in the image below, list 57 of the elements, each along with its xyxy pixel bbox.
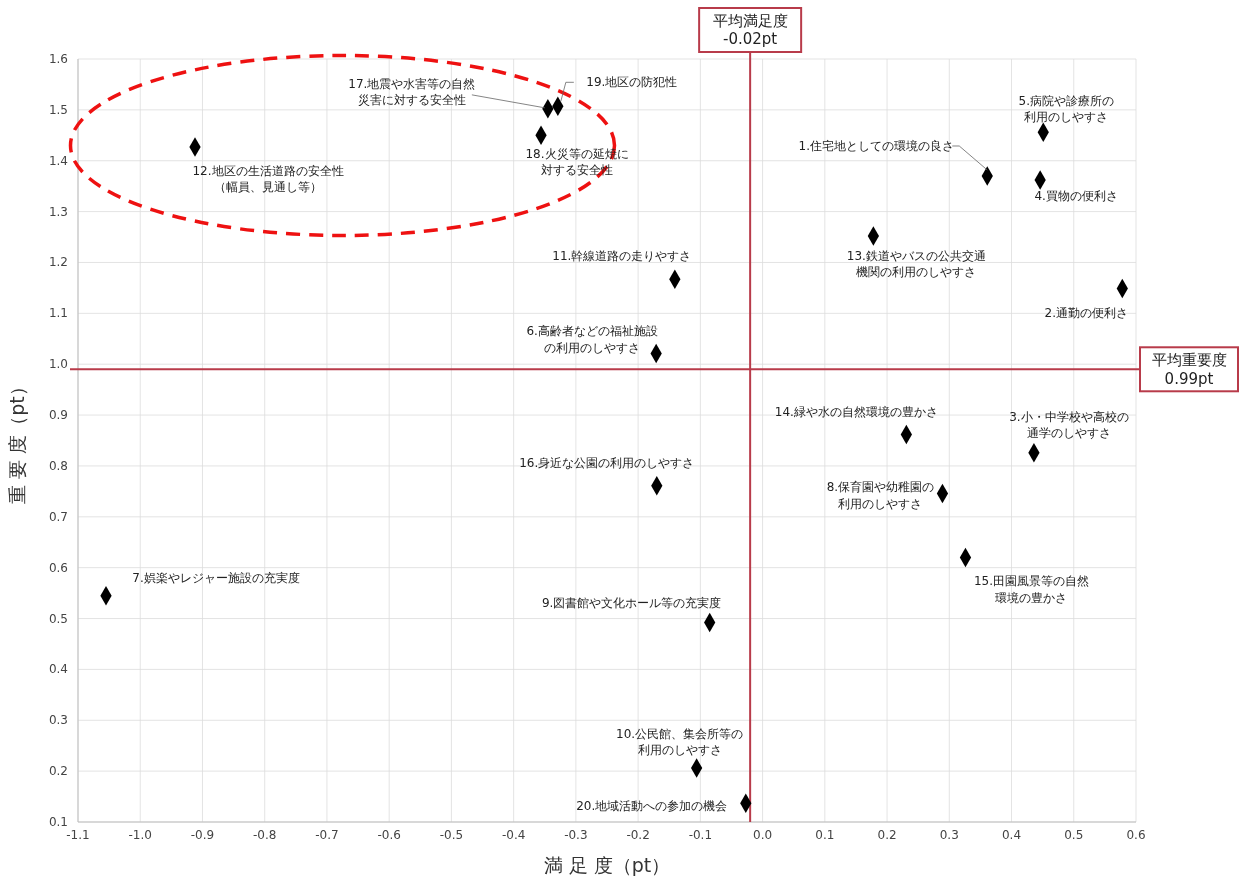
y-tick-label: 1.3 [48, 204, 68, 219]
x-tick-label: 0.1 [815, 828, 835, 842]
ref-line-label: 平均満足度 -0.02pt [712, 11, 788, 49]
y-tick-label: 1.1 [48, 306, 68, 321]
x-tick-label: -1.1 [66, 828, 90, 842]
x-tick-label: 0.2 [877, 828, 897, 842]
x-tick-label: 0.0 [753, 828, 773, 842]
x-tick-label: -0.9 [190, 828, 215, 842]
ref-line-label: 平均重要度 0.99pt [1151, 350, 1227, 388]
x-tick-label: 0.4 [1001, 828, 1022, 842]
x-tick-label: -0.5 [439, 828, 464, 842]
annotation: 7.娯楽やレジャー施設の充実度 [132, 570, 300, 585]
y-tick-label: 0.5 [48, 611, 68, 626]
annotation: 8.保育園や幼稚園の利用のしやすさ [826, 480, 935, 511]
y-tick-label: 0.9 [48, 408, 68, 423]
annotation: 6.高齢者などの福祉施設の利用のしやすさ [526, 324, 658, 355]
x-tick-label: -0.2 [626, 828, 650, 842]
y-tick-label: 0.7 [48, 509, 68, 524]
x-tick-label: -1.0 [128, 828, 152, 842]
annotation: 9.図書館や文化ホール等の充実度 [541, 595, 722, 610]
y-tick-label: 0.1 [48, 815, 68, 829]
annotation: 12.地区の生活道路の安全性（幅員、見通し等） [192, 163, 344, 195]
x-tick-label: -0.1 [688, 828, 713, 842]
y-tick-label: 1.2 [48, 255, 68, 270]
y-tick-label: 0.6 [48, 560, 68, 575]
x-tick-label: -0.3 [564, 828, 588, 842]
annotation: 17.地震や水害等の自然災害に対する安全性 [348, 76, 476, 107]
x-tick-label: -0.7 [315, 828, 339, 842]
y-axis-title: 重 要 度（pt） [6, 377, 28, 504]
annotation: 14.緑や水の自然環境の豊かさ [774, 405, 938, 420]
x-tick-label: 0.5 [1064, 828, 1084, 842]
y-tick-label: 0.8 [48, 458, 68, 473]
y-tick-label: 1.0 [48, 357, 68, 372]
x-tick-label: -0.6 [377, 828, 401, 842]
y-tick-label: 0.4 [48, 662, 68, 677]
x-tick-label: -0.4 [501, 828, 526, 842]
annotation: 10.公民館、集会所等の利用のしやすさ [616, 726, 744, 758]
x-axis-title: 満 足 度（pt） [543, 854, 671, 876]
annotation: 19.地区の防犯性 [586, 75, 678, 90]
y-tick-label: 0.2 [48, 764, 68, 779]
y-tick-label: 1.4 [48, 153, 68, 168]
y-tick-label: 1.5 [48, 102, 68, 117]
annotation: 13.鉄道やバスの公共交通機関の利用のしやすさ [846, 248, 986, 280]
x-tick-label: 0.6 [1126, 828, 1146, 842]
annotation: 20.地域活動への参加の機会 [576, 799, 728, 814]
x-tick-label: -0.8 [252, 828, 277, 842]
annotation: 16.身近な公園の利用のしやすさ [519, 455, 695, 470]
y-tick-label: 0.3 [48, 713, 68, 728]
annotation: 11.幹線道路の走りやすさ [552, 249, 692, 264]
annotation: 4.買物の便利さ [1034, 189, 1118, 204]
annotation: 5.病院や診療所の利用のしやすさ [1018, 94, 1114, 125]
annotation: 1.住宅地としての環境の良さ [798, 138, 954, 153]
y-tick-label: 1.6 [48, 52, 68, 66]
x-tick-label: 0.3 [939, 828, 959, 842]
annotation: 3.小・中学校や高校の通学のしやすさ [1009, 409, 1129, 440]
annotation: 15.田園風景等の自然環境の豊かさ [973, 574, 1090, 605]
annotation: 2.通勤の便利さ [1044, 306, 1129, 321]
